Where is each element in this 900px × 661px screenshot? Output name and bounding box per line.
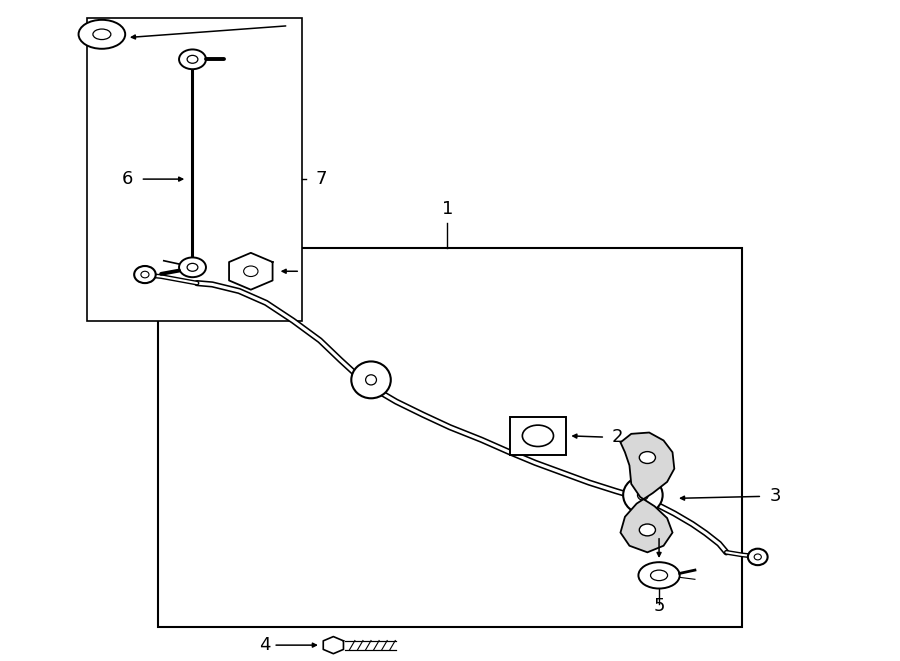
Text: 2: 2: [611, 428, 623, 446]
Ellipse shape: [638, 563, 680, 588]
Text: 5: 5: [653, 597, 665, 615]
Ellipse shape: [179, 50, 206, 69]
Ellipse shape: [637, 490, 648, 500]
Text: 6: 6: [122, 170, 133, 188]
Ellipse shape: [522, 425, 554, 446]
Ellipse shape: [141, 271, 149, 278]
Text: 1: 1: [442, 200, 453, 217]
Text: 7: 7: [316, 170, 328, 188]
Polygon shape: [620, 432, 674, 553]
Ellipse shape: [78, 20, 125, 49]
Ellipse shape: [351, 362, 391, 399]
Ellipse shape: [187, 263, 198, 271]
Ellipse shape: [639, 524, 655, 536]
Ellipse shape: [639, 451, 655, 463]
Ellipse shape: [93, 29, 111, 40]
Ellipse shape: [754, 554, 761, 560]
Ellipse shape: [365, 375, 376, 385]
Polygon shape: [323, 637, 344, 654]
Bar: [158, 249, 742, 627]
Text: 4: 4: [259, 636, 271, 654]
Ellipse shape: [134, 266, 156, 283]
Ellipse shape: [187, 56, 198, 63]
Ellipse shape: [651, 570, 668, 580]
Text: 3: 3: [770, 487, 781, 506]
Bar: [510, 416, 566, 455]
Polygon shape: [230, 253, 273, 290]
Ellipse shape: [623, 477, 662, 514]
Ellipse shape: [179, 257, 206, 277]
Ellipse shape: [244, 266, 258, 276]
Bar: [86, 18, 302, 321]
Ellipse shape: [748, 549, 768, 565]
